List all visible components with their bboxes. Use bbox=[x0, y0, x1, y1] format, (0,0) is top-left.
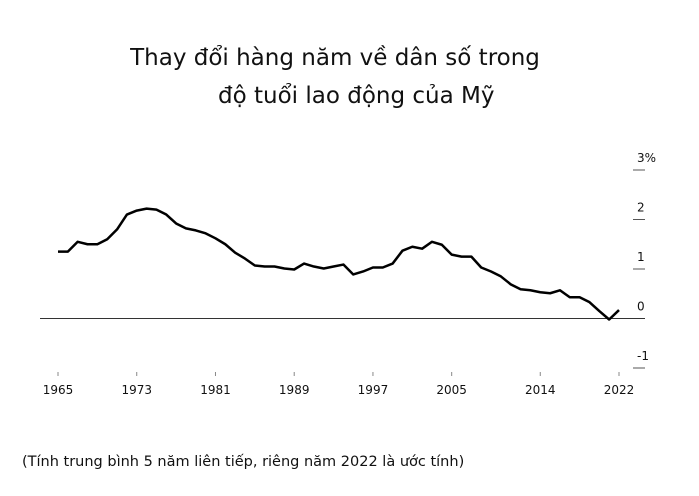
x-tick-label: 2014 bbox=[525, 383, 556, 397]
x-tick-label: 2022 bbox=[604, 383, 635, 397]
chart-title: độ tuổi lao động của Mỹ bbox=[218, 83, 494, 109]
y-tick-label: 0 bbox=[637, 300, 645, 314]
y-tick-label: 1 bbox=[637, 250, 645, 264]
y-tick-label: 3% bbox=[637, 151, 656, 165]
y-tick-label: 2 bbox=[637, 201, 645, 215]
chart-title: Thay đổi hàng năm về dân số trong bbox=[129, 45, 540, 71]
x-tick-label: 1989 bbox=[279, 383, 310, 397]
x-tick-label: 1981 bbox=[200, 383, 231, 397]
data-line bbox=[58, 207, 620, 321]
chart-note: (Tính trung bình 5 năm liên tiếp, riêng … bbox=[22, 453, 464, 470]
x-tick-label: 1997 bbox=[358, 383, 389, 397]
x-tick-label: 2005 bbox=[436, 383, 467, 397]
y-tick-label: -1 bbox=[637, 349, 649, 363]
x-tick-label: 1965 bbox=[43, 383, 74, 397]
x-tick-label: 1973 bbox=[121, 383, 152, 397]
